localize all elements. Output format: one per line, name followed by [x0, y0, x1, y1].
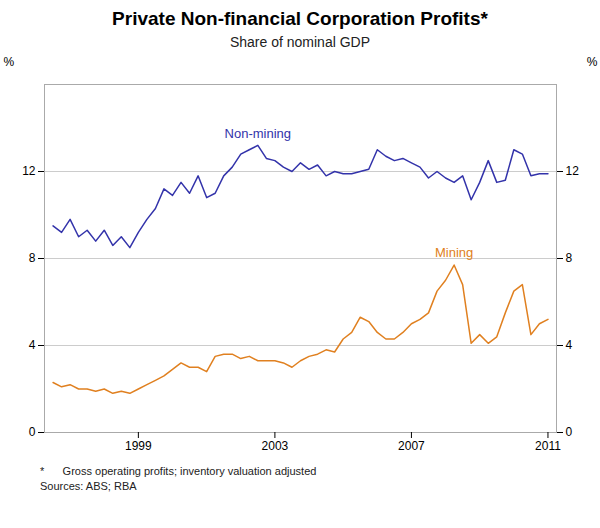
svg-text:%: % — [4, 55, 15, 69]
svg-text:0: 0 — [29, 425, 36, 439]
html-text:Share of nominal GDP: Share of nominal GDP — [230, 34, 370, 50]
svg-text:Mining: Mining — [435, 245, 473, 260]
svg-text:8: 8 — [566, 251, 573, 265]
svg-text:4: 4 — [29, 338, 36, 352]
svg-text:1999: 1999 — [125, 439, 152, 453]
html-text:* Gross operating profits; inv: * Gross operating profits; inventory val… — [40, 465, 317, 477]
svg-text:%: % — [587, 55, 598, 69]
svg-text:Non-mining: Non-mining — [225, 126, 291, 141]
svg-text:4: 4 — [566, 338, 573, 352]
svg-text:12: 12 — [566, 164, 580, 178]
svg-text:8: 8 — [29, 251, 36, 265]
html-text:Private Non-financial Corporat: Private Non-financial Corporation Profit… — [112, 8, 488, 29]
svg-text:12: 12 — [22, 164, 36, 178]
svg-text:2003: 2003 — [262, 439, 289, 453]
html-text:Sources: ABS; RBA: Sources: ABS; RBA — [40, 480, 137, 492]
svg-text:2011: 2011 — [535, 439, 561, 453]
svg-text:0: 0 — [566, 425, 573, 439]
svg-text:2007: 2007 — [398, 439, 425, 453]
